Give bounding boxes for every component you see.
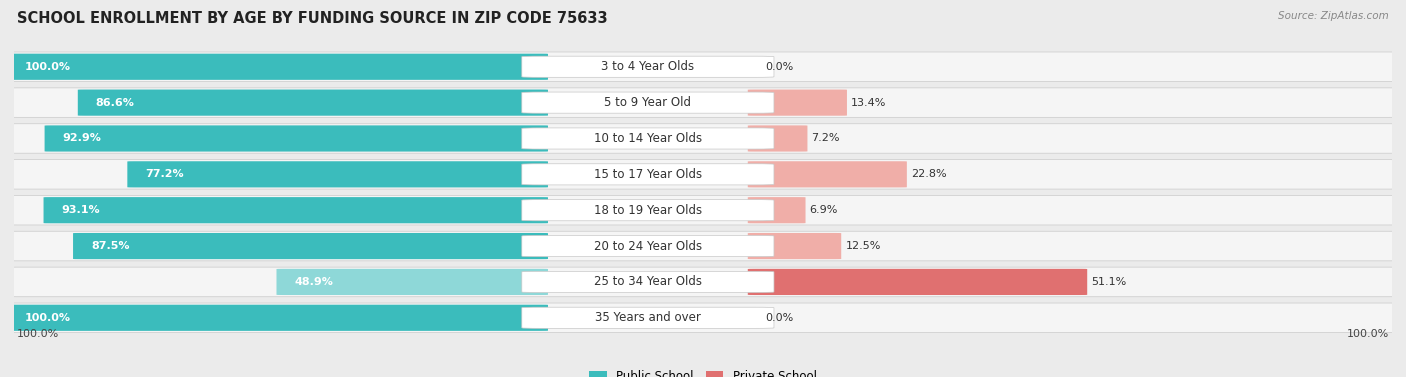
Text: 86.6%: 86.6% <box>96 98 135 107</box>
Text: 20 to 24 Year Olds: 20 to 24 Year Olds <box>593 239 702 253</box>
Text: 0.0%: 0.0% <box>766 313 794 323</box>
FancyBboxPatch shape <box>0 88 1406 117</box>
Text: 100.0%: 100.0% <box>17 329 59 339</box>
Text: 100.0%: 100.0% <box>25 62 72 72</box>
FancyBboxPatch shape <box>7 305 548 331</box>
Text: 6.9%: 6.9% <box>810 205 838 215</box>
FancyBboxPatch shape <box>44 197 548 223</box>
FancyBboxPatch shape <box>7 54 548 80</box>
FancyBboxPatch shape <box>522 200 773 221</box>
FancyBboxPatch shape <box>277 269 548 295</box>
FancyBboxPatch shape <box>748 197 806 223</box>
Text: 5 to 9 Year Old: 5 to 9 Year Old <box>605 96 692 109</box>
Text: 25 to 34 Year Olds: 25 to 34 Year Olds <box>593 276 702 288</box>
FancyBboxPatch shape <box>522 92 773 113</box>
Text: 13.4%: 13.4% <box>851 98 886 107</box>
Text: 87.5%: 87.5% <box>91 241 129 251</box>
FancyBboxPatch shape <box>748 269 1087 295</box>
Text: 77.2%: 77.2% <box>145 169 184 179</box>
FancyBboxPatch shape <box>0 303 1406 333</box>
Legend: Public School, Private School: Public School, Private School <box>586 366 820 377</box>
Text: 7.2%: 7.2% <box>811 133 839 144</box>
FancyBboxPatch shape <box>748 161 907 187</box>
FancyBboxPatch shape <box>0 52 1406 81</box>
Text: 51.1%: 51.1% <box>1091 277 1126 287</box>
FancyBboxPatch shape <box>0 231 1406 261</box>
FancyBboxPatch shape <box>77 89 548 116</box>
Text: 22.8%: 22.8% <box>911 169 946 179</box>
FancyBboxPatch shape <box>45 126 548 152</box>
FancyBboxPatch shape <box>0 159 1406 189</box>
Text: 92.9%: 92.9% <box>62 133 101 144</box>
Text: 0.0%: 0.0% <box>766 62 794 72</box>
FancyBboxPatch shape <box>0 267 1406 297</box>
Text: 93.1%: 93.1% <box>62 205 100 215</box>
FancyBboxPatch shape <box>522 128 773 149</box>
FancyBboxPatch shape <box>522 164 773 185</box>
FancyBboxPatch shape <box>73 233 548 259</box>
FancyBboxPatch shape <box>522 56 773 77</box>
Text: 18 to 19 Year Olds: 18 to 19 Year Olds <box>593 204 702 217</box>
FancyBboxPatch shape <box>748 233 841 259</box>
FancyBboxPatch shape <box>522 271 773 293</box>
Text: SCHOOL ENROLLMENT BY AGE BY FUNDING SOURCE IN ZIP CODE 75633: SCHOOL ENROLLMENT BY AGE BY FUNDING SOUR… <box>17 11 607 26</box>
FancyBboxPatch shape <box>748 126 807 152</box>
FancyBboxPatch shape <box>748 89 846 116</box>
Text: 10 to 14 Year Olds: 10 to 14 Year Olds <box>593 132 702 145</box>
FancyBboxPatch shape <box>0 195 1406 225</box>
FancyBboxPatch shape <box>522 307 773 328</box>
Text: 3 to 4 Year Olds: 3 to 4 Year Olds <box>602 60 695 73</box>
Text: 100.0%: 100.0% <box>25 313 72 323</box>
Text: 12.5%: 12.5% <box>845 241 880 251</box>
Text: Source: ZipAtlas.com: Source: ZipAtlas.com <box>1278 11 1389 21</box>
Text: 35 Years and over: 35 Years and over <box>595 311 700 324</box>
Text: 100.0%: 100.0% <box>1347 329 1389 339</box>
Text: 48.9%: 48.9% <box>294 277 333 287</box>
FancyBboxPatch shape <box>0 124 1406 153</box>
FancyBboxPatch shape <box>522 236 773 257</box>
FancyBboxPatch shape <box>128 161 548 187</box>
Text: 15 to 17 Year Olds: 15 to 17 Year Olds <box>593 168 702 181</box>
